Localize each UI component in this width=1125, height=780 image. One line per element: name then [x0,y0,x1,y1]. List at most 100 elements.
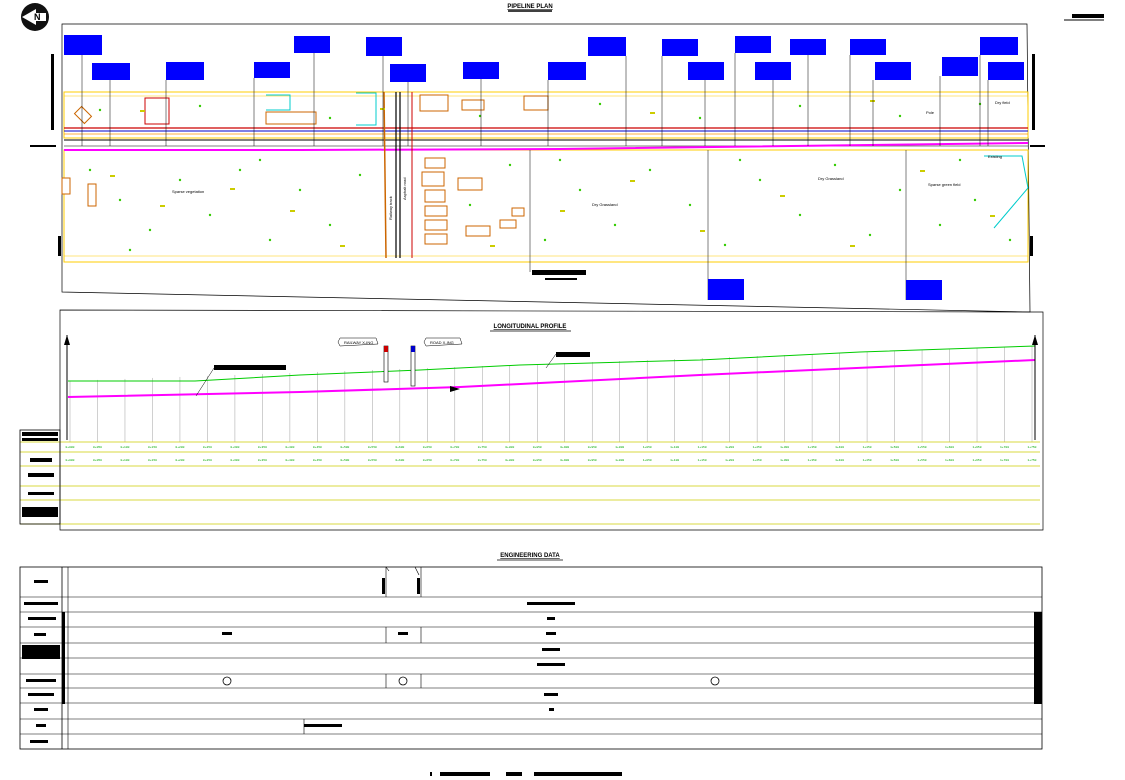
chainage-label: 0+950 [588,446,597,449]
chainage-label: 1+750 [1027,446,1036,449]
chainage-label-lower: 1+750 [1027,459,1036,462]
chainage-label: 0+150 [148,446,157,449]
chainage-label-lower: 0+400 [285,459,294,462]
chainage-label: 1+300 [780,446,789,449]
chainage-label: 1+400 [835,446,844,449]
chainage-label: 0+000 [65,446,74,449]
chainage-label-lower: 1+350 [808,459,817,462]
chainage-label: 0+500 [340,446,349,449]
chainage-label: 0+900 [560,446,569,449]
chainage-label-lower: 0+350 [258,459,267,462]
profile-title: LONGITUDINAL PROFILE [494,324,567,330]
crossing-tag-road: ROAD X-ING [410,337,463,387]
terrain-label-middle: Dry Grassland [592,202,618,207]
north-letter: N [34,12,41,22]
chainage-label-lower: 0+500 [340,459,349,462]
existing-label: Existing [988,154,1002,159]
chainage-label: 0+300 [230,446,239,449]
chainage-label: 0+600 [395,446,404,449]
chainage-label: 0+650 [423,446,432,449]
chainage-label-lower: 0+000 [65,459,74,462]
chainage-label-lower: 0+850 [533,459,542,462]
chainage-label: 0+050 [93,446,102,449]
chainage-label-lower: 0+250 [203,459,212,462]
crossing-tag-railway: RAILWAY X-ING [337,337,389,383]
cyan-parcel-1 [266,94,291,111]
profile-leader-tag-2 [556,352,590,357]
chainage-label-lower: 1+400 [835,459,844,462]
pipeline-route [64,142,1029,151]
dry-field-label: Dry field [995,100,1010,105]
chainage-label-lower: 1+500 [890,459,899,462]
chainage-label-lower: 1+600 [945,459,954,462]
engineering-table [19,566,1043,750]
svg-text:RAILWAY X-ING: RAILWAY X-ING [344,340,373,345]
railway-label: Railway track [388,196,393,220]
chainage-label: 0+400 [285,446,294,449]
chainage-label-lower: 1+150 [698,459,707,462]
cyan-parcel-3 [984,155,1029,229]
chainage-label: 1+450 [863,446,872,449]
chainage-label-lower: 0+150 [148,459,157,462]
buildings [61,94,549,245]
chainage-label-lower: 1+700 [1000,459,1009,462]
chainage-label-lower: 0+100 [120,459,129,462]
chainage-label-lower: 1+200 [725,459,734,462]
chainage-label: 1+250 [753,446,762,449]
pole-label: Pole [926,110,935,115]
chainage-label-lower: 0+900 [560,459,569,462]
chainage-label: 1+200 [725,446,734,449]
profile-leader-tag-1 [214,365,286,370]
footer-bars [430,772,622,776]
chainage-label-lower: 0+050 [93,459,102,462]
chainage-label-lower: 0+300 [230,459,239,462]
plan-callouts-top [81,53,989,146]
chainage-label-lower: 0+550 [368,459,377,462]
chainage-label: 1+550 [918,446,927,449]
chainage-label: 0+100 [120,446,129,449]
chainage-label-lower: 1+550 [918,459,927,462]
chainage-label-lower: 1+650 [973,459,982,462]
ground-profile [68,345,1036,382]
plan-title: PIPELINE PLAN [507,4,552,10]
chainage-label: 0+800 [505,446,514,449]
engineering-title: ENGINEERING DATA [500,553,560,559]
chainage-label: 0+700 [450,446,459,449]
chainage-label: 0+450 [313,446,322,449]
chainage-label: 1+650 [973,446,982,449]
chainage-label: 1+700 [1000,446,1009,449]
chainage-label: 1+100 [670,446,679,449]
plan-callout-tags [64,35,1024,82]
profile-chainage-labels: 0+000 0+000 0+050 0+050 0+100 0+100 0+150 0+150… [65,446,1036,462]
sheet-mark [1064,14,1104,21]
chainage-label: 0+550 [368,446,377,449]
chainage-label-lower: 1+450 [863,459,872,462]
chainage-label-lower: 0+800 [505,459,514,462]
chainage-label-lower: 1+100 [670,459,679,462]
chainage-label-lower: 1+300 [780,459,789,462]
profile-data-band [19,429,1040,525]
chainage-label-lower: 0+450 [313,459,322,462]
chainage-label: 1+350 [808,446,817,449]
road-label: Asphalt road [402,178,407,200]
chainage-label-lower: 0+750 [478,459,487,462]
green-field-label: Sparse green field [928,182,960,187]
vegetation-dots [88,102,1012,252]
vegetation-marks [110,100,995,247]
svg-text:ROAD X-ING: ROAD X-ING [430,340,454,345]
south-corridor-boundary [63,149,1029,263]
chainage-label: 0+250 [203,446,212,449]
chainage-label-lower: 0+650 [423,459,432,462]
chainage-label-lower: 0+200 [175,459,184,462]
terrain-label-left: Sparse vegetation [172,189,204,194]
chainage-label: 0+350 [258,446,267,449]
chainage-label: 1+600 [945,446,954,449]
cyan-parcel-2 [356,92,377,126]
plan-callouts-bottom [529,150,942,300]
chainage-label: 0+750 [478,446,487,449]
chainage-label: 1+500 [890,446,899,449]
chainage-label-lower: 0+700 [450,459,459,462]
chainage-label: 1+150 [698,446,707,449]
chainage-label: 0+850 [533,446,542,449]
